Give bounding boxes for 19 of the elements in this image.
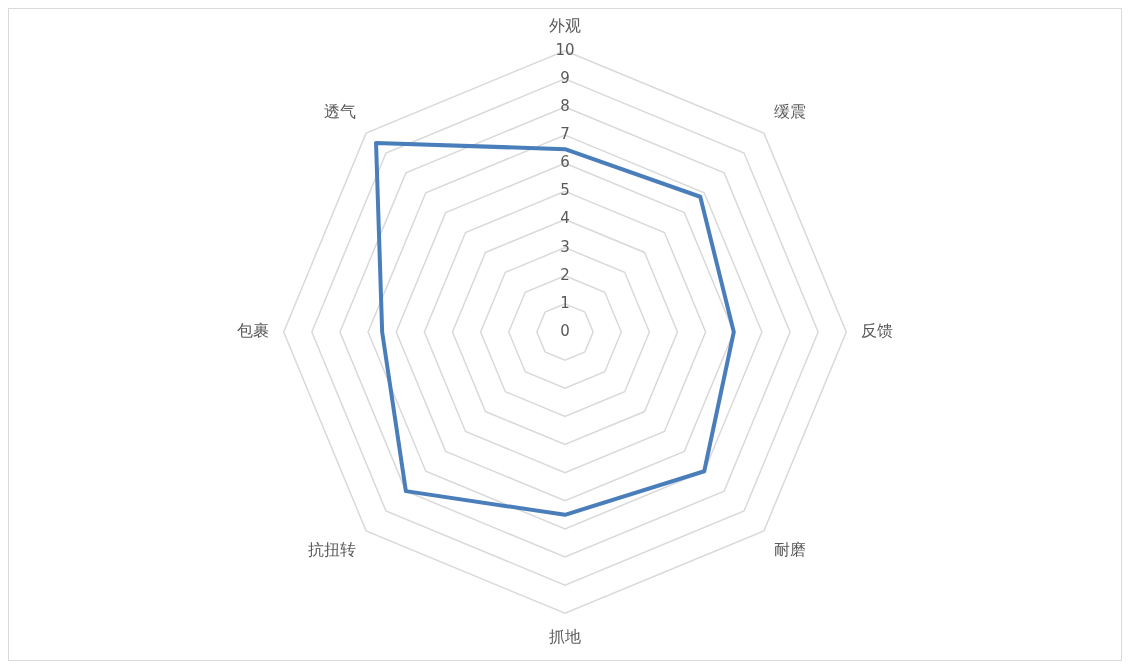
spoke-label: 反馈: [860, 321, 893, 341]
y-tick-label: 10: [555, 40, 575, 59]
spoke-label: 外观: [549, 15, 581, 35]
y-tick-label: 6: [560, 153, 570, 172]
spoke-label: 透气: [323, 102, 356, 122]
y-tick-label: 8: [560, 96, 570, 115]
y-tick-label: 0: [560, 321, 570, 340]
spoke-label: 缓震: [774, 102, 807, 122]
y-tick-label: 5: [560, 181, 570, 200]
y-tick-label: 2: [560, 265, 570, 284]
y-tick-label: 4: [560, 209, 570, 228]
y-tick-label: 3: [560, 237, 570, 256]
spoke-label: 包裹: [237, 321, 270, 341]
y-tick-label: 7: [560, 124, 570, 143]
spoke-label: 抗扭转: [307, 539, 356, 559]
y-tick-label: 9: [560, 68, 570, 87]
y-tick-label: 1: [560, 293, 570, 312]
spoke-label: 耐磨: [774, 539, 807, 559]
spoke-label: 抓地: [549, 626, 581, 646]
